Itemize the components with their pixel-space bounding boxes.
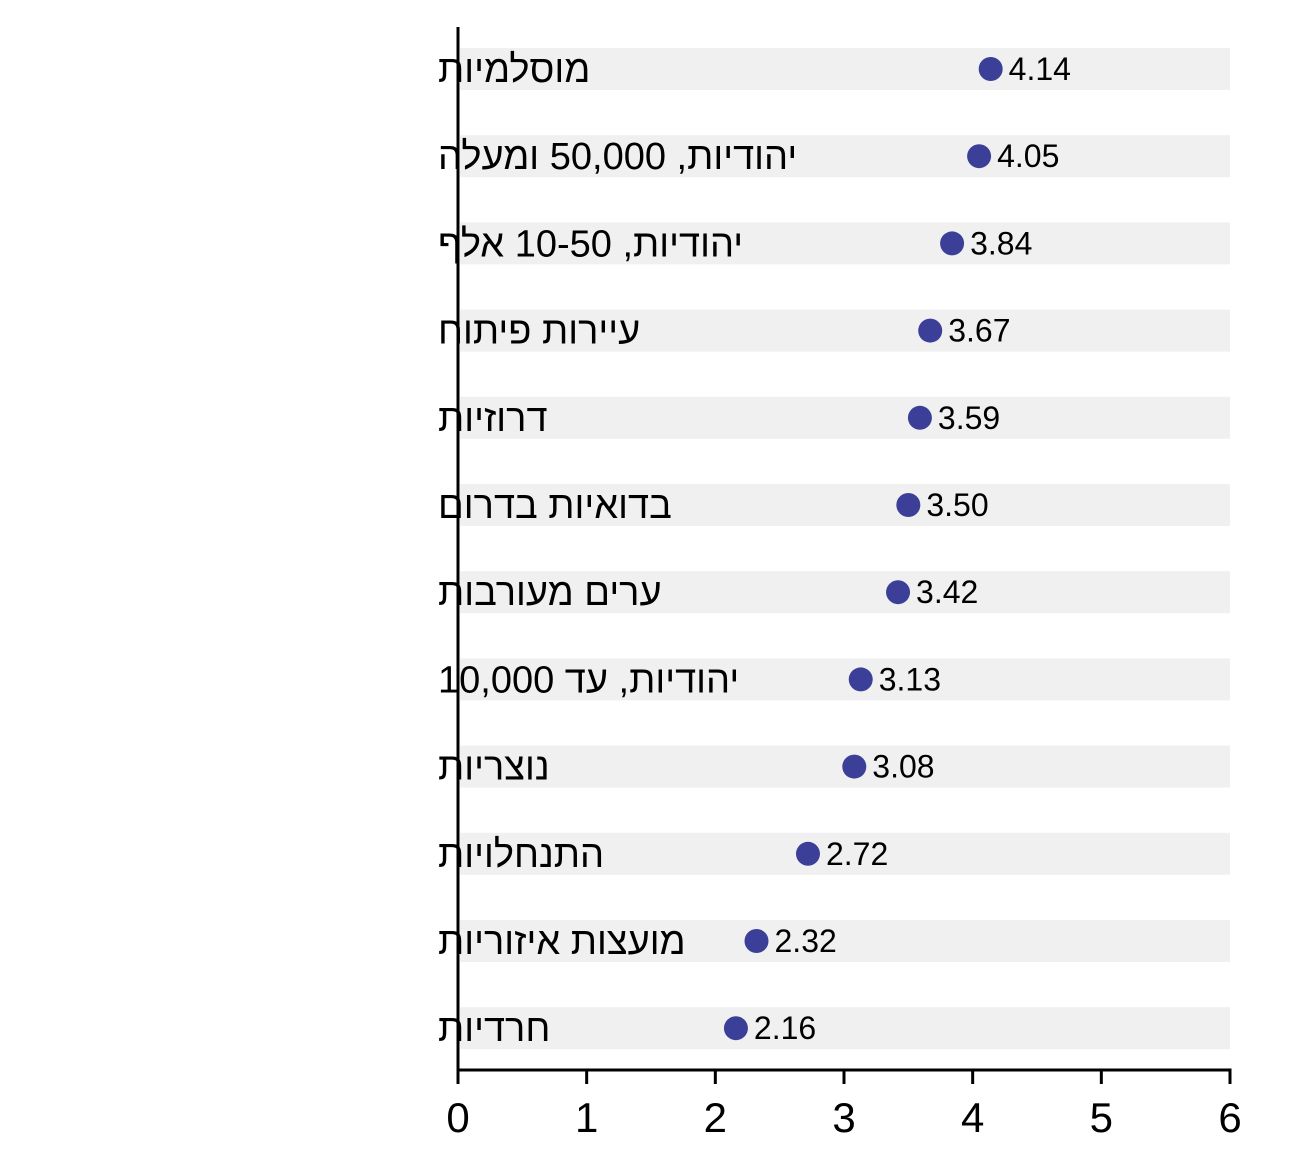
- x-tick-label: 2: [704, 1094, 727, 1141]
- data-label: 3.08: [872, 749, 934, 785]
- data-label: 3.59: [938, 400, 1000, 436]
- data-label: 2.32: [775, 923, 837, 959]
- data-label: 2.72: [826, 836, 888, 872]
- data-point: [978, 57, 1003, 81]
- row-band: [460, 484, 1230, 526]
- row-band: [460, 1007, 1230, 1050]
- data-label: 4.05: [997, 138, 1059, 174]
- row-band: [460, 658, 1230, 701]
- data-point: [795, 841, 820, 866]
- data-point: [848, 667, 873, 692]
- data-label: 4.14: [1009, 51, 1071, 87]
- x-axis-ticks: [456, 1070, 1232, 1084]
- category-label: יהודיות, עד 10,000: [438, 659, 739, 701]
- category-label: דרוזיות: [438, 398, 548, 440]
- x-tick-label: 3: [832, 1094, 855, 1141]
- data-points: [723, 57, 1003, 1041]
- x-tick-label: 6: [1218, 1094, 1241, 1141]
- data-label: 3.50: [926, 487, 988, 523]
- data-point: [886, 580, 911, 605]
- data-label: 3.84: [970, 225, 1032, 261]
- x-tick-label: 5: [1090, 1094, 1113, 1141]
- row-band: [460, 135, 1230, 178]
- x-axis-tick-labels: 0 1 2 3 4 5 6: [446, 1094, 1241, 1141]
- category-label: נוצריות: [438, 747, 550, 789]
- category-labels: מוסלמיות יהודיות, 50,000 ומעלה יהודיות, 10…: [438, 49, 797, 1050]
- data-point: [896, 493, 921, 517]
- row-band: [460, 222, 1230, 265]
- data-point: [918, 318, 943, 343]
- category-label: בדואיות בדרום: [438, 485, 672, 527]
- data-labels: 4.14 4.05 3.84 3.67 3.59 3.50 3.42 3.13 3.08 2.72…: [754, 51, 1071, 1046]
- category-label: ערים מעורבות: [438, 572, 662, 614]
- data-point: [842, 754, 867, 779]
- category-label: מוסלמיות: [438, 49, 590, 91]
- category-label: יהודיות, 10-50 אלף: [438, 223, 743, 265]
- data-label: 3.67: [948, 313, 1010, 349]
- row-band: [460, 571, 1230, 614]
- data-point: [940, 231, 965, 256]
- row-band: [460, 309, 1230, 352]
- data-point: [723, 1016, 748, 1041]
- x-tick-label: 1: [575, 1094, 598, 1141]
- data-label: 3.13: [879, 661, 941, 697]
- category-label: התנחלויות: [438, 834, 604, 876]
- category-label: מועצות איזוריות: [438, 921, 686, 963]
- data-label: 3.42: [916, 574, 978, 610]
- row-band: [460, 920, 1230, 962]
- row-band: [460, 832, 1230, 875]
- data-point: [907, 405, 932, 430]
- row-bands: [460, 48, 1230, 1050]
- category-label: חרדיות: [438, 1008, 550, 1050]
- data-point: [967, 144, 992, 169]
- category-label: יהודיות, 50,000 ומעלה: [438, 136, 797, 178]
- data-label: 2.16: [754, 1010, 816, 1046]
- x-tick-label: 4: [961, 1094, 984, 1141]
- row-band: [460, 48, 1230, 90]
- row-band: [460, 396, 1230, 439]
- data-point: [744, 929, 769, 953]
- x-tick-label: 0: [446, 1094, 469, 1141]
- category-label: עיירות פיתוח: [438, 311, 640, 353]
